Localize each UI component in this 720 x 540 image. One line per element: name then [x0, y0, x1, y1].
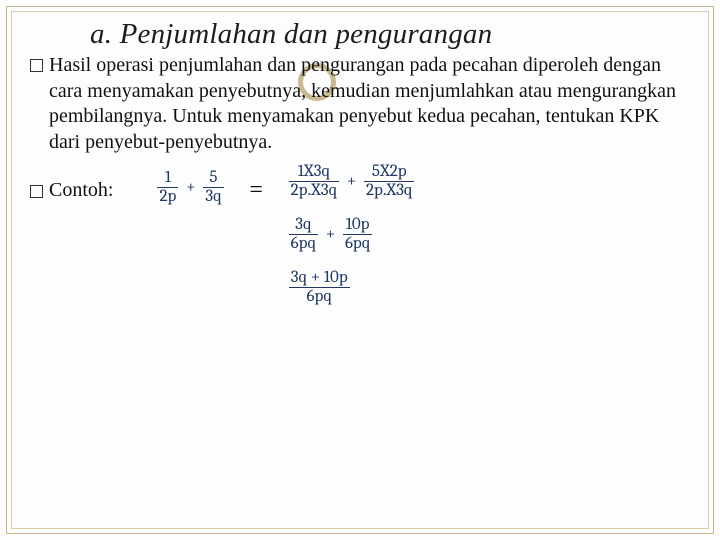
equals-sign: =: [249, 177, 263, 204]
denominator: 6pq: [289, 235, 318, 253]
fraction: 1 2p: [157, 169, 178, 206]
rhs-line-3: 3q + 10p 6pq: [289, 269, 415, 306]
rhs-line-2: 3q 6pq + 10p 6pq: [289, 216, 415, 253]
square-bullet-icon: [30, 185, 43, 198]
plus-sign: +: [343, 172, 360, 191]
numerator: 3q: [289, 216, 318, 235]
numerator: 1: [157, 169, 178, 188]
plus-sign: +: [182, 178, 199, 197]
fraction: 5X2p 2p.X3q: [364, 163, 414, 200]
numerator: 3q + 10p: [289, 269, 350, 288]
paragraph-text: Hasil operasi penjumlahan dan penguranga…: [49, 53, 690, 155]
square-bullet-icon: [30, 59, 43, 72]
paragraph-row: Hasil operasi penjumlahan dan penguranga…: [30, 53, 690, 155]
denominator: 2p: [157, 188, 178, 206]
denominator: 2p.X3q: [289, 182, 339, 200]
slide-title: a. Penjumlahan dan pengurangan: [90, 18, 690, 51]
example-label: Contoh:: [49, 179, 113, 202]
numerator: 5: [203, 169, 223, 188]
math-area: 1 2p + 5 3q = 1X3q 2p.X3q +: [113, 163, 414, 321]
fraction: 3q + 10p 6pq: [289, 269, 350, 306]
rhs-line-1: 1X3q 2p.X3q + 5X2p 2p.X3q: [289, 163, 415, 200]
fraction: 3q 6pq: [289, 216, 318, 253]
math-lhs: 1 2p + 5 3q: [157, 169, 223, 206]
fraction: 1X3q 2p.X3q: [289, 163, 339, 200]
math-rhs: 1X3q 2p.X3q + 5X2p 2p.X3q 3q 6pq +: [289, 163, 415, 321]
plus-sign: +: [322, 225, 339, 244]
fraction: 10p 6pq: [343, 216, 372, 253]
numerator: 1X3q: [289, 163, 339, 182]
fraction: 5 3q: [203, 169, 223, 206]
numerator: 10p: [343, 216, 372, 235]
slide-content: a. Penjumlahan dan pengurangan Hasil ope…: [30, 18, 690, 321]
denominator: 3q: [203, 188, 223, 206]
example-row: Contoh: 1 2p + 5 3q = 1X3q 2p.X3q: [30, 163, 690, 321]
numerator: 5X2p: [364, 163, 414, 182]
denominator: 2p.X3q: [364, 182, 414, 200]
denominator: 6pq: [289, 288, 350, 306]
denominator: 6pq: [343, 235, 372, 253]
